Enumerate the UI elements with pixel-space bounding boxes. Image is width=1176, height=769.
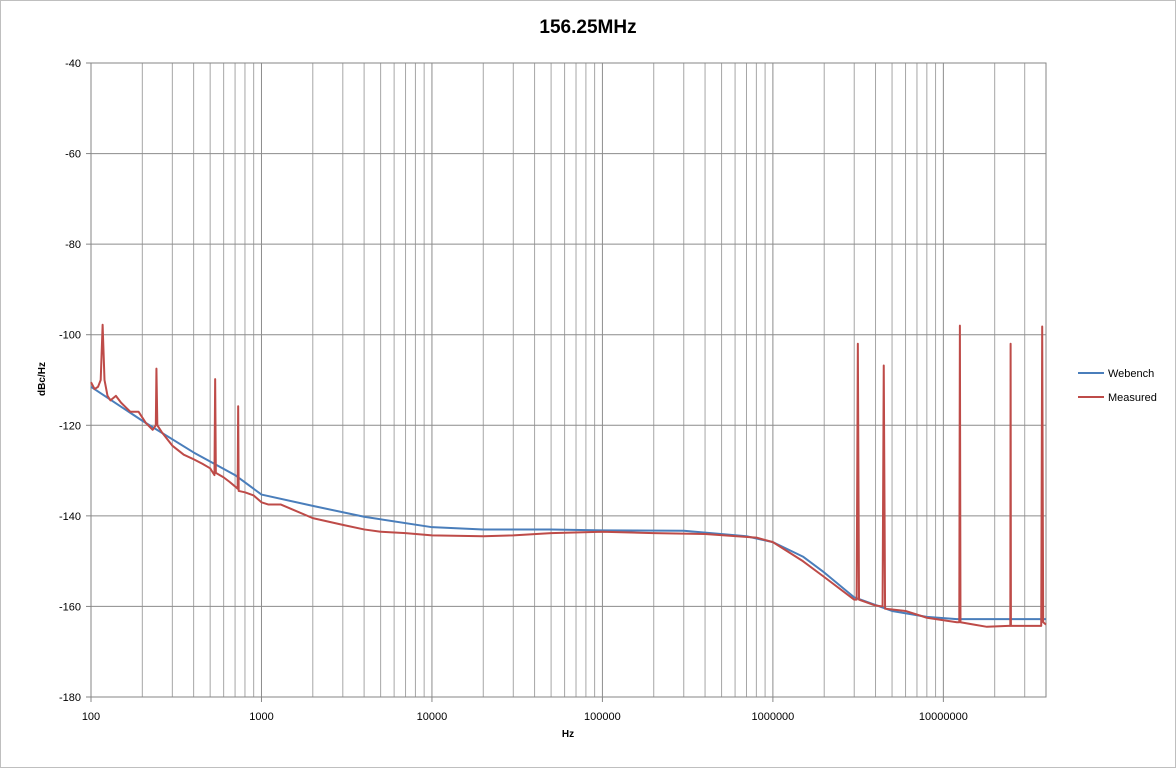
- y-tick-label: -120: [59, 420, 81, 432]
- y-tick-label: -160: [59, 601, 81, 613]
- y-axis-ticks: -40 -60 -80 -100 -120 -140 -160 -180: [59, 58, 91, 704]
- x-tick-label: 100: [82, 711, 100, 723]
- y-tick-label: -80: [65, 239, 81, 251]
- x-tick-label: 10000: [417, 711, 448, 723]
- gridlines: [90, 62, 1047, 698]
- series-lines: [90, 323, 1047, 628]
- x-axis-title: Hz: [562, 729, 574, 740]
- x-tick-label: 1000: [249, 711, 273, 723]
- series-line-webench: [90, 385, 1046, 621]
- x-tick-label: 10000000: [919, 711, 968, 723]
- y-tick-label: -60: [65, 149, 81, 161]
- y-tick-label: -180: [59, 692, 81, 704]
- y-axis-title: dBc/Hz: [37, 362, 48, 396]
- legend: Webench Measured: [1078, 368, 1157, 404]
- legend-label-measured: Measured: [1108, 392, 1157, 404]
- x-tick-label: 1000000: [751, 711, 794, 723]
- series-line-measured: [90, 323, 1047, 628]
- plot-area-border: [90, 62, 1047, 698]
- y-tick-label: -100: [59, 330, 81, 342]
- y-tick-label: -40: [65, 58, 81, 70]
- x-axis-ticks: 100 1000 10000 100000 1000000 10000000: [82, 697, 968, 723]
- legend-label-webench: Webench: [1108, 368, 1154, 380]
- chart-title: 156.25MHz: [539, 17, 636, 38]
- y-tick-label: -140: [59, 511, 81, 523]
- x-tick-label: 100000: [584, 711, 621, 723]
